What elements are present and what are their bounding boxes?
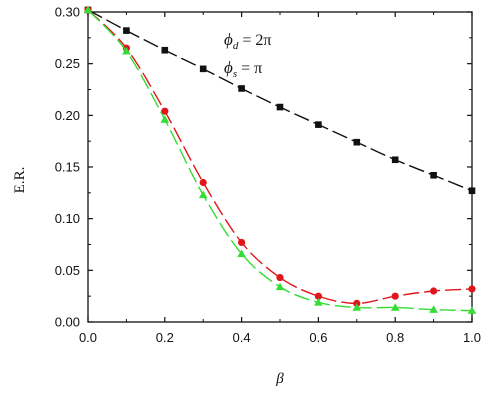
data-point-triangle <box>237 249 246 258</box>
data-point-triangle <box>275 282 285 291</box>
series-line <box>87 9 473 192</box>
data-point-circle <box>161 107 169 115</box>
data-point-square <box>238 85 245 92</box>
data-point-circle <box>314 292 322 300</box>
x-tick-label: 1.0 <box>463 330 481 345</box>
data-point-square <box>123 27 130 34</box>
x-axis-label: β <box>275 371 284 387</box>
y-tick-label: 0.00 <box>55 315 80 330</box>
data-point-square <box>391 156 399 164</box>
series-triangle <box>83 5 477 314</box>
data-point-circle <box>391 292 399 300</box>
series-line <box>87 9 473 305</box>
y-tick-label: 0.30 <box>55 5 80 20</box>
series-line <box>87 9 473 312</box>
y-tick-label: 0.25 <box>55 56 80 71</box>
data-point-circle <box>468 285 476 293</box>
data-point-triangle <box>83 5 93 14</box>
data-point-square <box>315 121 322 128</box>
series-circle <box>84 6 476 307</box>
y-tick-label: 0.10 <box>55 211 80 226</box>
y-axis-label: E.R. <box>12 167 28 194</box>
x-tick-label: 0.0 <box>79 330 97 345</box>
data-point-triangle <box>429 305 438 313</box>
y-tick-label: 0.15 <box>55 160 80 175</box>
axis-ticks: 0.0 0.2 0.4 0.6 0.8 1.0 0.00 0.05 0.10 0.15 0.20 0.… <box>55 5 481 346</box>
data-point-square <box>161 46 169 54</box>
data-point-triangle <box>390 303 400 311</box>
x-tick-label: 0.2 <box>156 330 174 345</box>
data-point-triangle <box>314 298 323 306</box>
series-layer <box>83 5 477 314</box>
data-point-triangle <box>352 303 362 311</box>
data-point-circle <box>430 287 438 295</box>
data-point-square <box>276 103 284 111</box>
data-point-triangle <box>467 306 477 314</box>
data-point-circle <box>199 178 207 187</box>
x-tick-label: 0.6 <box>309 330 327 345</box>
x-tick-label: 0.8 <box>386 330 404 345</box>
data-point-square <box>468 187 476 195</box>
y-tick-label: 0.20 <box>55 108 80 123</box>
annotations: ϕd = 2π ϕs = π <box>224 30 271 80</box>
x-tick-label: 0.4 <box>233 330 251 345</box>
y-tick-label: 0.05 <box>55 263 80 278</box>
annotation-d: ϕd = 2π <box>224 30 271 52</box>
data-point-circle <box>276 273 284 282</box>
data-point-square <box>430 171 437 179</box>
annotation-s: ϕs = π <box>224 58 262 80</box>
data-point-square <box>199 65 207 73</box>
data-point-triangle <box>160 115 170 123</box>
data-point-square <box>353 138 361 146</box>
data-point-circle <box>238 238 246 247</box>
series-square <box>84 6 476 195</box>
data-point-triangle <box>122 46 131 55</box>
data-point-triangle <box>198 190 208 199</box>
